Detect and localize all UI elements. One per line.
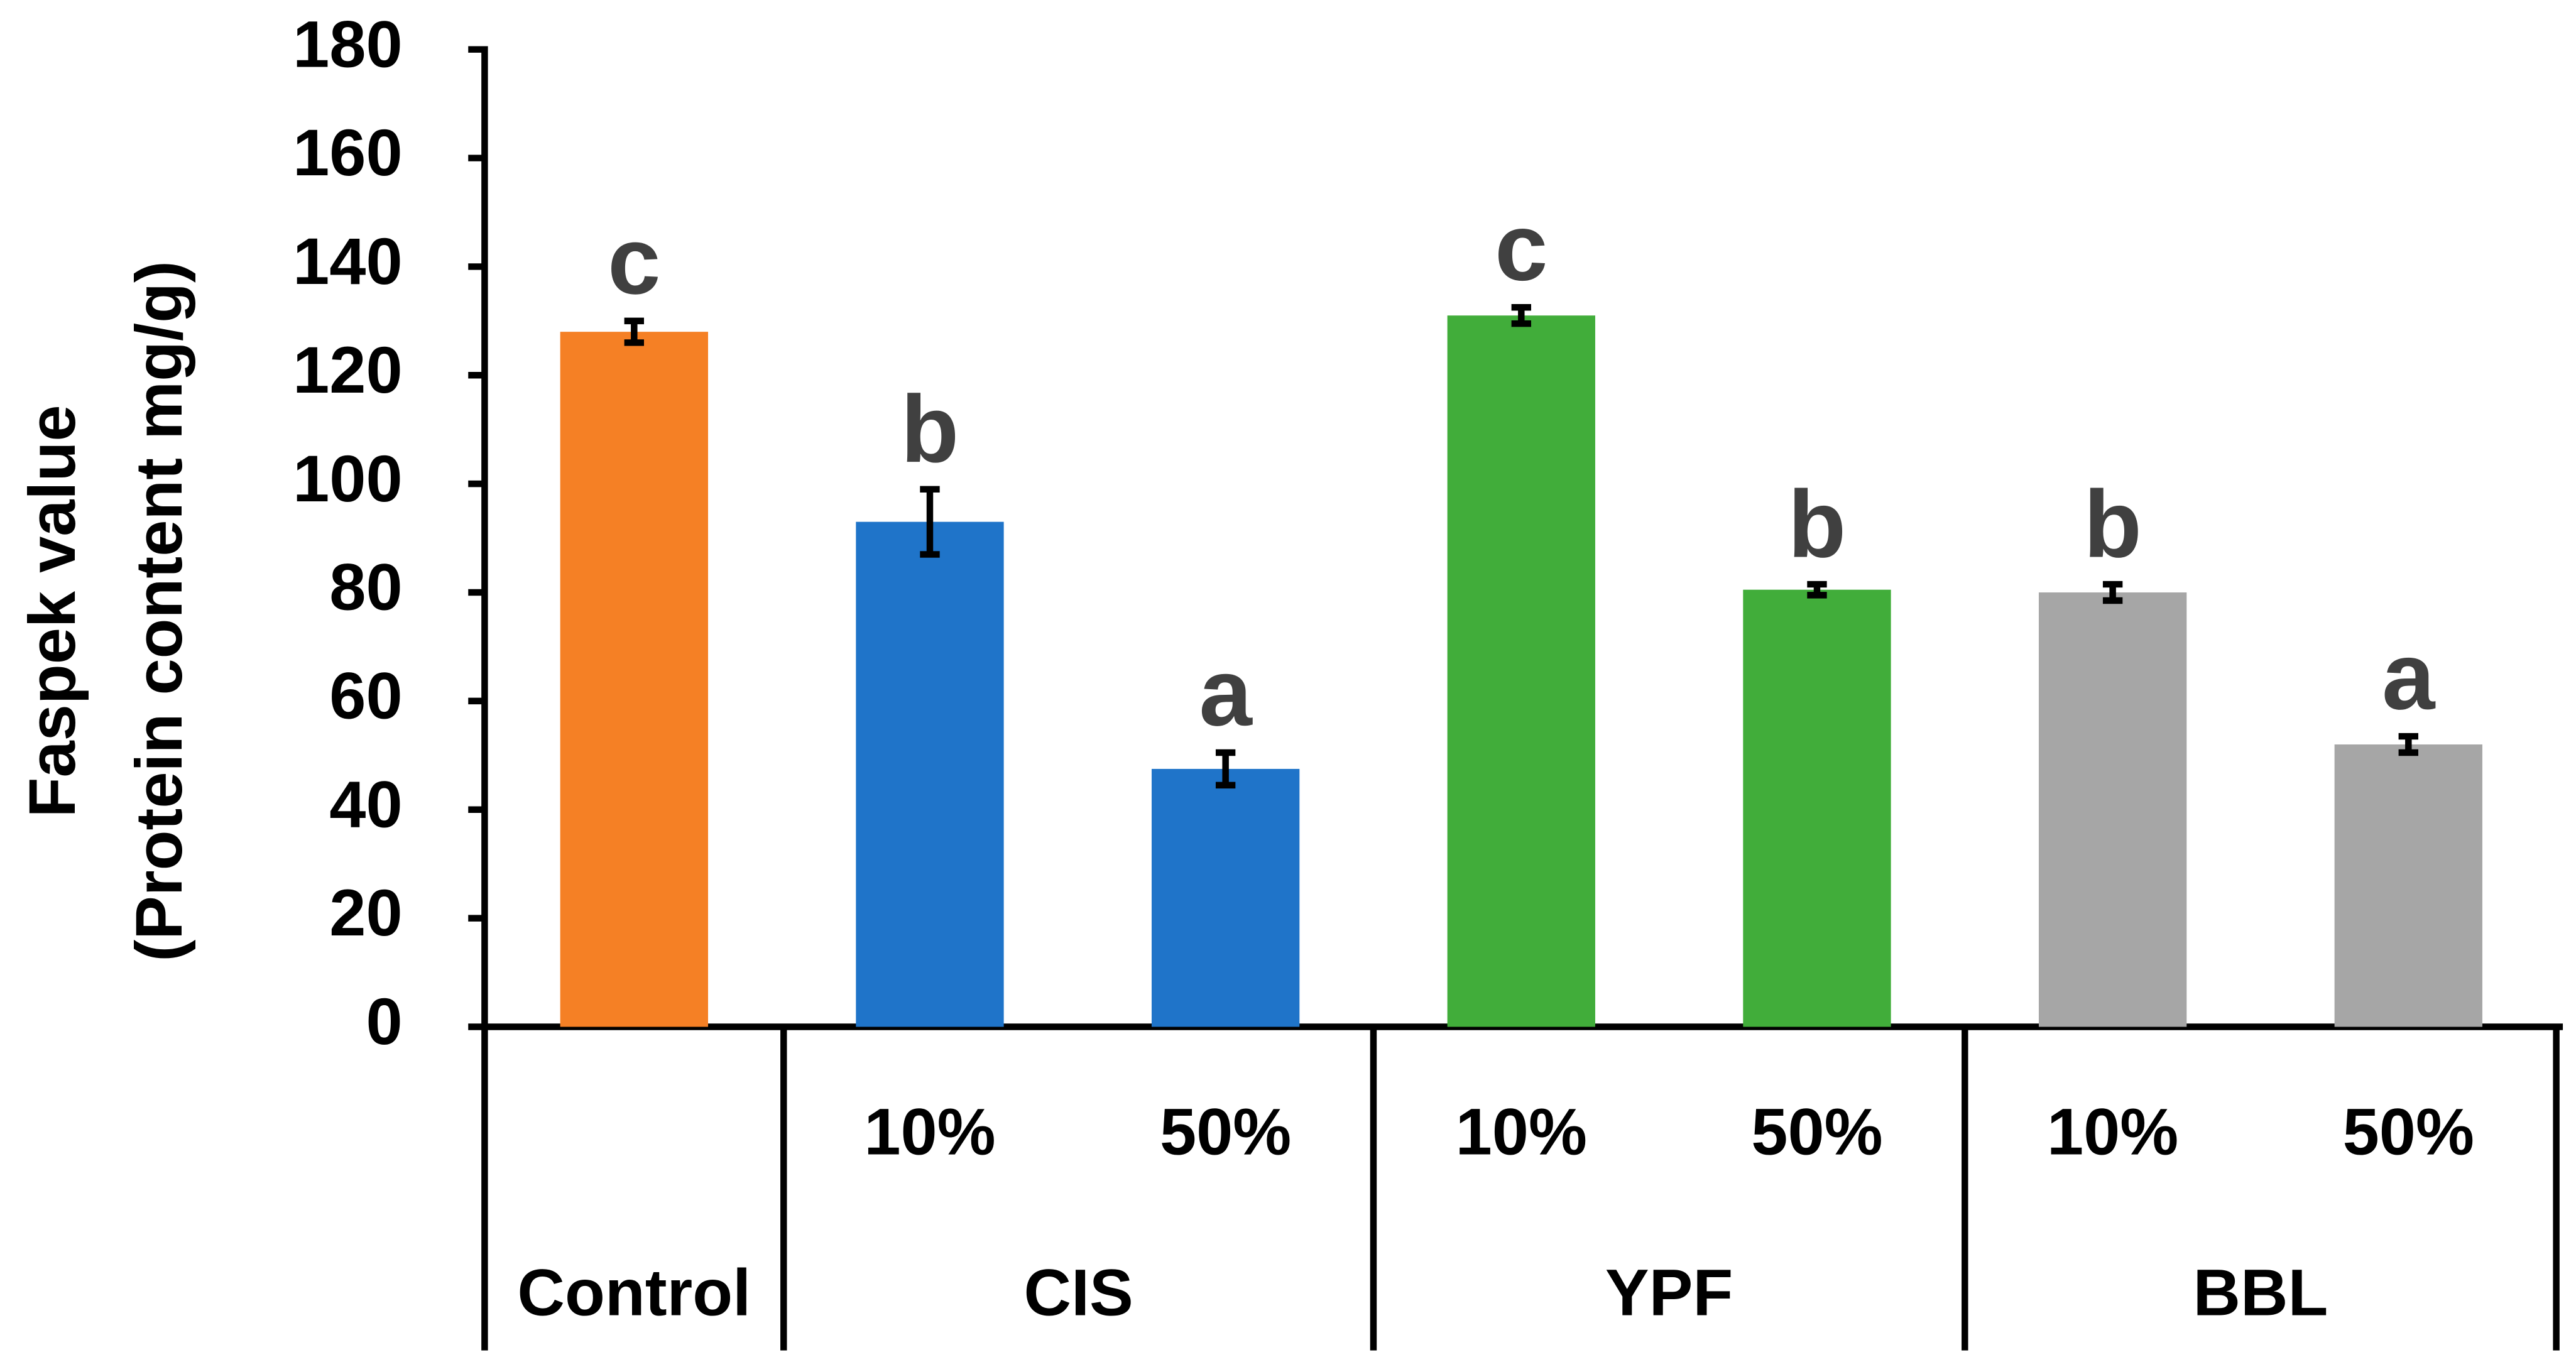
y-tick-label: 160 (293, 116, 402, 190)
bar (1151, 768, 1300, 1027)
y-tick-label: 40 (329, 768, 402, 841)
x-tick-label: 10% (864, 1095, 995, 1168)
significance-letter: c (608, 208, 660, 314)
bar (1447, 315, 1595, 1027)
error-bar (1511, 304, 1531, 327)
significance-letter: a (2382, 623, 2436, 729)
y-tick-label: 120 (293, 334, 402, 407)
x-tick-label: 10% (1456, 1095, 1587, 1168)
x-tick-label: 50% (1160, 1095, 1291, 1168)
significance-letter: c (1495, 195, 1547, 301)
y-axis-title: (Protein content mg/g) (123, 261, 196, 961)
bar (856, 521, 1004, 1027)
x-tick-label: 50% (1751, 1095, 1882, 1168)
error-bar (624, 317, 644, 346)
error-bar (2102, 580, 2123, 604)
y-tick-label: 100 (293, 442, 402, 516)
y-tick-label: 180 (293, 8, 402, 81)
y-tick-label: 60 (329, 660, 402, 733)
y-tick-label: 140 (293, 225, 402, 298)
bar (1743, 589, 1891, 1027)
bar (2038, 592, 2187, 1027)
error-bar (1215, 749, 1236, 789)
bar (560, 332, 708, 1027)
group-label: CIS (1023, 1256, 1133, 1330)
y-tick-label: 0 (366, 985, 402, 1059)
error-bar (920, 486, 940, 558)
bar (2334, 744, 2482, 1027)
y-tick-label: 20 (329, 876, 402, 950)
significance-letter: b (1788, 471, 1847, 577)
significance-letter: b (2083, 471, 2142, 577)
x-tick-label: 10% (2047, 1095, 2178, 1168)
y-axis-title: Faspek value (16, 405, 89, 818)
error-bar (1807, 580, 1827, 599)
x-tick-label: 50% (2343, 1095, 2474, 1168)
group-label: YPF (1605, 1256, 1733, 1330)
y-tick-label: 80 (329, 551, 402, 624)
group-label: BBL (2193, 1256, 2328, 1330)
significance-letter: a (1199, 640, 1253, 746)
significance-letter: b (901, 376, 959, 482)
group-label: Control (517, 1256, 751, 1330)
error-bar (2398, 733, 2418, 756)
